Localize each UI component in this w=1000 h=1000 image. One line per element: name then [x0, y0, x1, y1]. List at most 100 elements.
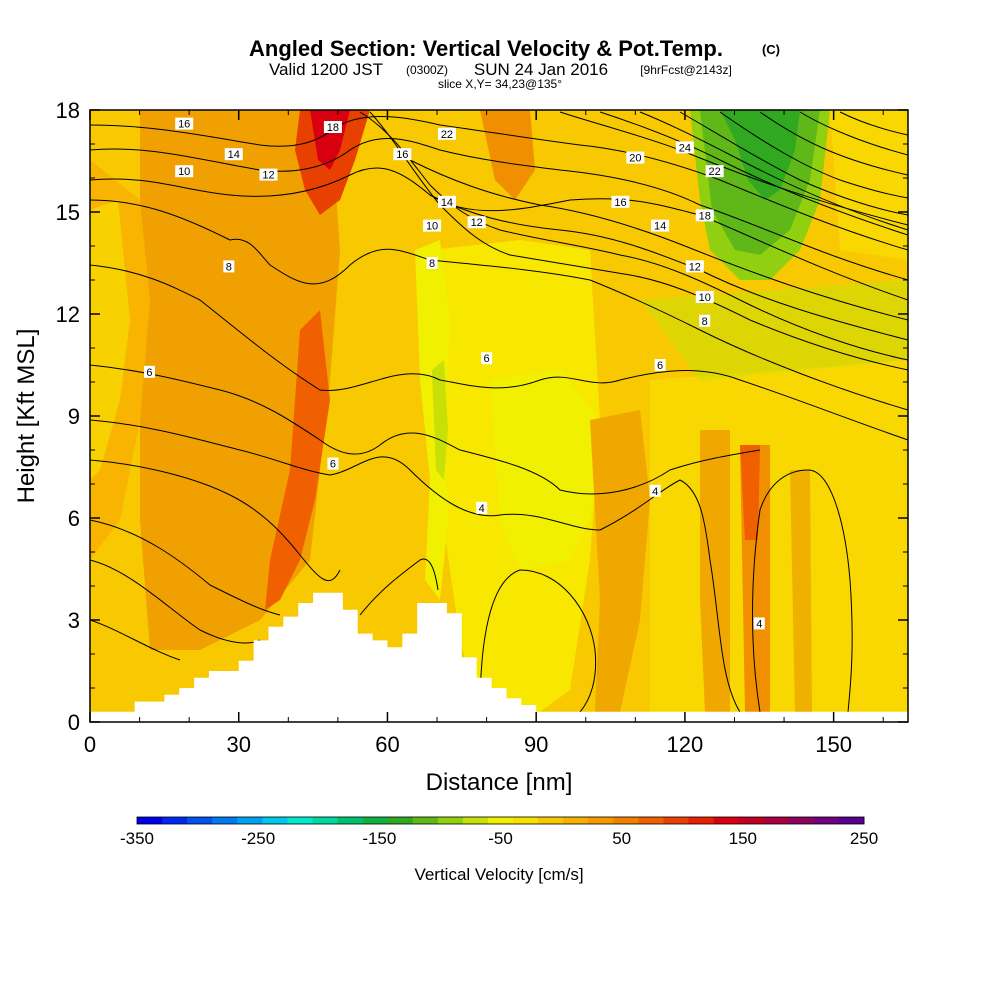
fill-weak-stripe	[415, 240, 450, 600]
contour-label-text: 12	[471, 217, 483, 229]
contour-label-box	[611, 195, 630, 208]
contour-label-box	[654, 359, 666, 371]
contour-label-text: 16	[396, 149, 408, 161]
contour-line	[90, 116, 908, 251]
contour-label: 14	[224, 148, 243, 161]
contour-label-box	[327, 457, 339, 470]
y-tick-label: 18	[56, 98, 80, 123]
contour-label: 4	[649, 484, 661, 498]
contour-label-box	[649, 484, 661, 497]
contour-labels: 16 18 22 14 16 20 24 22 10 12 14 16 18 10 12 14 8 8 12 10 8 6…	[143, 117, 765, 630]
contour-line	[639, 111, 908, 231]
contour-label-box	[705, 165, 724, 178]
valid-utc: (0300Z)	[406, 63, 448, 77]
contour-label-box	[426, 257, 438, 269]
colorbar-swatch	[763, 817, 790, 824]
contour-label: 22	[705, 165, 724, 178]
colorbar-tick-label: -350	[120, 829, 154, 848]
colorbar-swatch	[162, 817, 188, 824]
fill-green-stripe	[432, 360, 448, 480]
contour-label-text: 8	[429, 258, 435, 270]
contour-label-text: 6	[657, 360, 663, 372]
contour-label-box	[423, 219, 442, 232]
terrain	[90, 592, 908, 722]
contour-label-box	[393, 148, 412, 161]
colorbar-swatch	[262, 817, 288, 824]
contour-label-box	[259, 168, 278, 181]
contour-label-box	[685, 260, 704, 273]
contour-label: 24	[675, 141, 694, 154]
contour-label-text: 14	[441, 197, 453, 209]
contour-line	[719, 111, 908, 199]
contour-label-box	[224, 148, 243, 161]
contour-label-box	[323, 121, 342, 133]
contour-label: 10	[423, 219, 442, 233]
valid-time: Valid 1200 JST	[269, 60, 383, 79]
contour-line	[409, 159, 908, 321]
colorbar-swatch	[513, 817, 539, 824]
contour-label: 8	[426, 257, 438, 270]
colorbar-swatch	[588, 817, 614, 824]
contour-label: 16	[611, 195, 630, 209]
contour-line	[90, 459, 341, 582]
colorbar-tick-label: 50	[612, 829, 631, 848]
contour-label: 4	[753, 617, 765, 630]
contour-label-box	[695, 291, 714, 303]
colorbar-swatch	[788, 817, 815, 824]
pot-temp-contours	[90, 111, 908, 713]
contour-line	[90, 199, 908, 411]
colorbar-swatch	[437, 817, 464, 824]
colorbar-swatch	[287, 817, 313, 824]
contour-label-box	[175, 165, 194, 178]
colorbar-swatch	[738, 817, 765, 824]
contour-label-text: 22	[441, 129, 453, 141]
colorbar-tick-label: -50	[488, 829, 513, 848]
contour-line	[429, 194, 908, 341]
contour-label: 6	[143, 365, 155, 379]
contour-label-box	[175, 117, 194, 130]
colorbar-swatch	[187, 817, 213, 824]
colorbar-swatch	[538, 817, 564, 824]
colorbar-swatch	[237, 817, 263, 824]
contour-label-text: 14	[654, 221, 666, 233]
velocity-field	[90, 110, 908, 722]
contour-label-text: 22	[709, 166, 721, 178]
colorbar-swatch	[362, 817, 389, 824]
y-tick-label: 9	[68, 404, 80, 429]
y-axis-ticks: 0 3 6 9 12 15 18	[56, 98, 908, 735]
contour-label-text: 12	[262, 170, 274, 182]
contour-label: 8	[223, 260, 235, 273]
contour-line	[359, 111, 908, 361]
x-tick-label: 120	[667, 732, 704, 757]
colorbar-swatch	[212, 817, 238, 824]
colorbar-tick-label: 250	[850, 829, 878, 848]
fill-orange-column-1	[700, 430, 730, 712]
contour-label-text: 18	[699, 210, 711, 222]
contour-label-box	[437, 127, 456, 140]
contour-line	[90, 419, 741, 713]
colorbar-swatch	[713, 817, 740, 824]
contour-line	[599, 111, 908, 236]
contour-label: 14	[437, 195, 456, 209]
contour-label-box	[695, 209, 714, 222]
contour-label-text: 4	[479, 503, 485, 515]
valid-date: SUN 24 Jan 2016	[474, 60, 608, 79]
contour-line	[839, 111, 908, 136]
y-tick-label: 12	[56, 302, 80, 327]
contour-line	[90, 619, 181, 661]
contour-label: 8	[699, 314, 711, 328]
contour-label: 20	[626, 151, 645, 165]
contour-line	[752, 469, 853, 713]
contour-label: 12	[259, 168, 278, 182]
contour-label: 14	[651, 219, 670, 233]
contour-line	[759, 111, 908, 176]
x-tick-label: 150	[815, 732, 852, 757]
contour-label-text: 10	[699, 292, 711, 304]
contour-line	[90, 364, 761, 495]
contour-label: 10	[695, 291, 714, 304]
contour-label-text: 16	[614, 197, 626, 209]
contour-label: 6	[654, 359, 666, 372]
y-axis-label: Height [Kft MSL]	[13, 329, 40, 504]
fill-orange-stripe-100	[590, 410, 650, 712]
fill-yellow-ne	[830, 110, 908, 260]
